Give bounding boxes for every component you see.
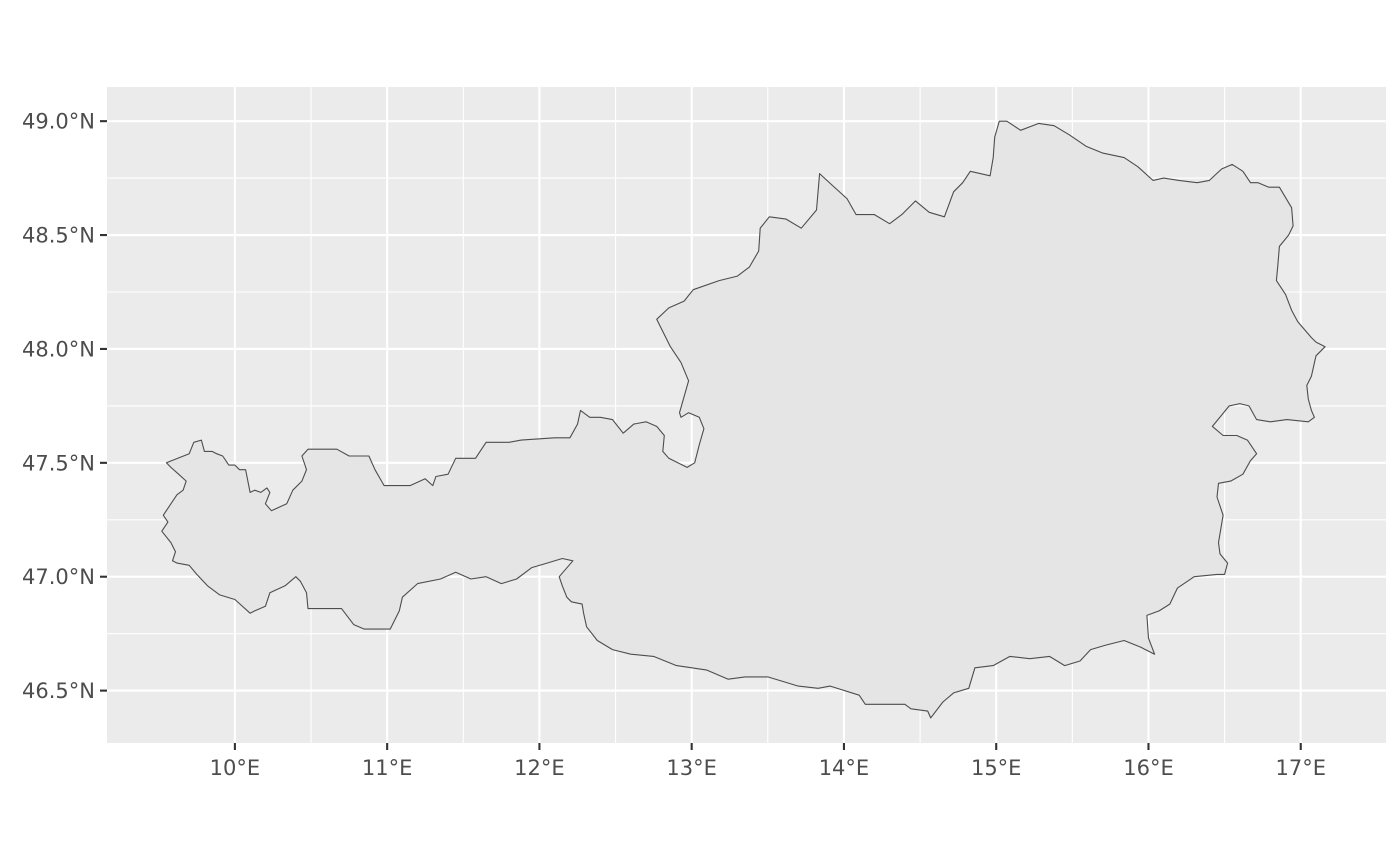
x-tick-label: 10°E <box>210 756 261 780</box>
x-tick-label: 11°E <box>362 756 413 780</box>
x-tick-label: 14°E <box>819 756 870 780</box>
y-tick-label: 48.0°N <box>22 337 95 361</box>
y-tick-label: 46.5°N <box>22 679 95 703</box>
x-tick-label: 12°E <box>514 756 565 780</box>
x-tick-label: 16°E <box>1123 756 1174 780</box>
y-axis: 46.5°N 47.0°N 47.5°N 48.0°N 48.5°N 49.0°N <box>22 110 107 703</box>
x-axis: 10°E 11°E 12°E 13°E 14°E 15°E 16°E 17°E <box>210 743 1326 780</box>
x-tick-label: 13°E <box>666 756 717 780</box>
x-tick-label: 15°E <box>971 756 1022 780</box>
y-tick-label: 48.5°N <box>22 224 95 248</box>
y-tick-label: 47.5°N <box>22 451 95 475</box>
x-tick-label: 17°E <box>1275 756 1326 780</box>
y-tick-label: 49.0°N <box>22 110 95 134</box>
y-tick-label: 47.0°N <box>22 565 95 589</box>
austria-outline <box>161 120 1326 719</box>
